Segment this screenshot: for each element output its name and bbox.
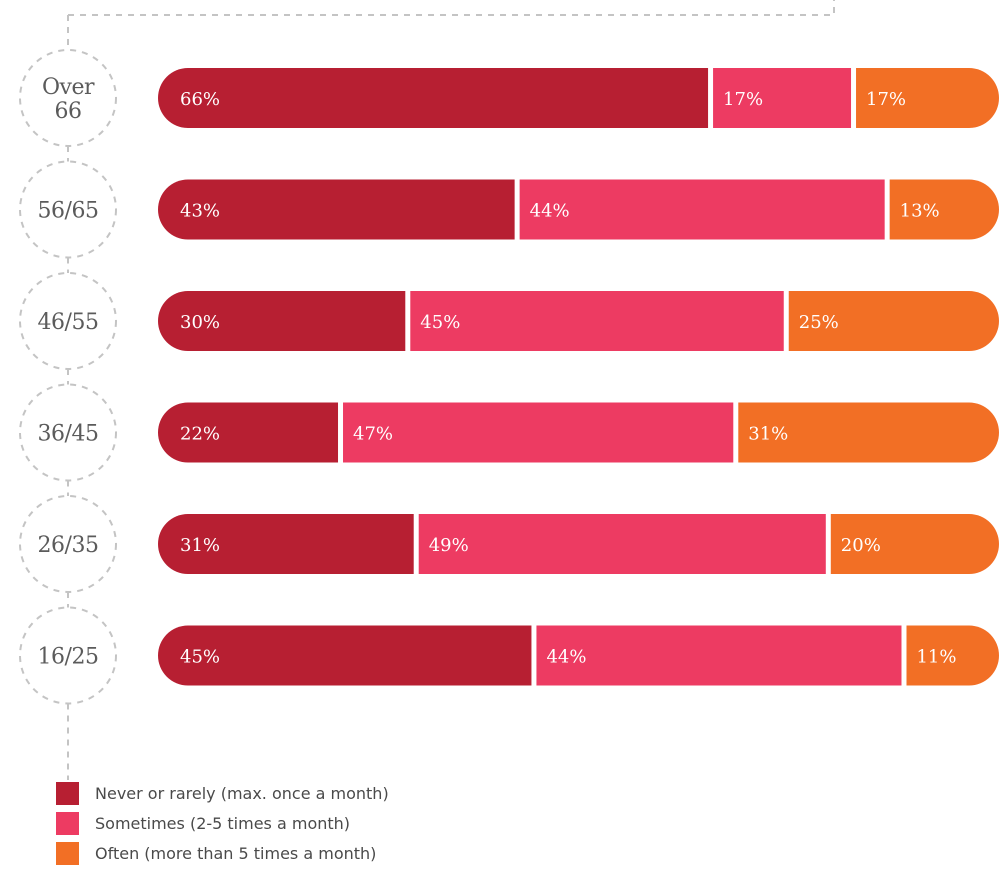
dashed-connector — [67, 0, 835, 50]
age-label: 26/35 — [38, 533, 99, 558]
age-label: 46/55 — [38, 310, 99, 335]
bar-row: 36/45 22% 47% 31% — [19, 383, 1000, 496]
bar-value-label: 20% — [841, 535, 881, 556]
connector-top-line — [68, 0, 835, 16]
bar-value-label: 43% — [180, 201, 220, 222]
bar-row: 16/25 45% 44% 11% — [19, 606, 1000, 780]
bar-value-label: 25% — [799, 312, 839, 333]
bar-value-label: 17% — [723, 89, 763, 110]
bar-value-label: 49% — [429, 535, 469, 556]
bar-segment — [788, 291, 999, 351]
legend-swatch — [56, 841, 79, 865]
age-label: 16/25 — [38, 645, 99, 670]
bar-value-label: 44% — [530, 201, 570, 222]
legend-item: Never or rarely (max. once a month) — [56, 778, 389, 808]
bar-value-label: 45% — [180, 647, 220, 668]
bar-segment — [158, 179, 515, 240]
bar-segment — [158, 291, 406, 351]
bar-segment — [158, 514, 414, 574]
legend-item: Often (more than 5 times a month) — [56, 838, 389, 868]
bar-segment — [519, 179, 885, 240]
bar-segment — [906, 625, 1000, 686]
legend-item: Sometimes (2-5 times a month) — [56, 808, 389, 838]
bar-segment — [889, 179, 1000, 240]
bar-row: 46/55 30% 45% 25% — [19, 272, 999, 385]
bar-segment — [418, 514, 826, 574]
bar-value-label: 66% — [180, 89, 220, 110]
bar-segment — [158, 625, 532, 686]
bar-value-label: 11% — [916, 647, 956, 668]
bar-segment — [536, 625, 902, 686]
age-label: Over — [42, 75, 95, 100]
bar-segment — [158, 402, 339, 463]
bar-value-label: 22% — [180, 424, 220, 445]
legend-label: Never or rarely (max. once a month) — [95, 783, 389, 803]
legend: Never or rarely (max. once a month) Somet… — [56, 778, 389, 868]
legend-label: Sometimes (2-5 times a month) — [95, 813, 351, 833]
bar-value-label: 44% — [546, 647, 586, 668]
bar-value-label: 31% — [180, 535, 220, 556]
bar-segment — [410, 291, 784, 351]
legend-swatch — [56, 811, 79, 835]
bar-value-label: 30% — [180, 312, 220, 333]
bar-value-label: 45% — [420, 312, 460, 333]
bar-row: 56/65 43% 44% 13% — [19, 160, 1000, 273]
bar-segment — [738, 402, 1000, 463]
age-label: 36/45 — [38, 422, 99, 447]
bar-segment — [830, 514, 999, 574]
legend-swatch — [56, 781, 79, 805]
bar-value-label: 13% — [900, 201, 940, 222]
bar-segment — [856, 68, 999, 128]
bar-value-label: 47% — [353, 424, 393, 445]
legend-label: Often (more than 5 times a month) — [95, 843, 377, 863]
bar-segment — [713, 68, 852, 128]
bar-value-label: 17% — [866, 89, 906, 110]
bar-segment — [158, 68, 709, 128]
age-label: 66 — [55, 99, 82, 124]
bar-segment — [343, 402, 734, 463]
bar-value-label: 31% — [748, 424, 788, 445]
bar-row: 26/35 31% 49% 20% — [19, 495, 999, 608]
age-label: 56/65 — [38, 199, 99, 224]
